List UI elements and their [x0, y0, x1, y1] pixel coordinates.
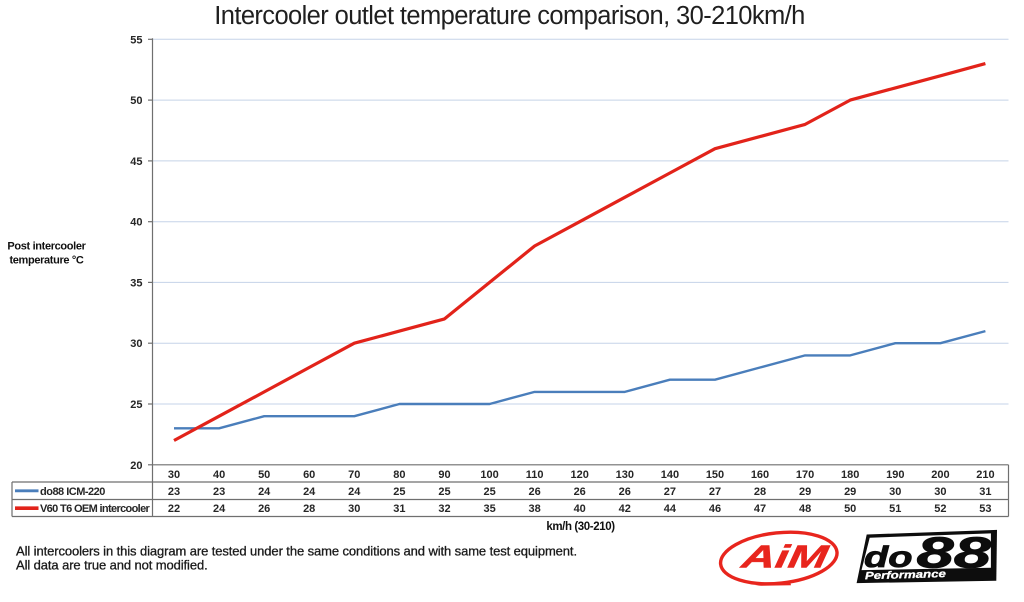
svg-text:130: 130: [616, 469, 634, 481]
svg-text:30: 30: [889, 486, 901, 498]
svg-text:32: 32: [438, 503, 450, 515]
svg-text:25: 25: [393, 486, 405, 498]
svg-text:52: 52: [934, 503, 946, 515]
svg-text:26: 26: [574, 486, 586, 498]
svg-text:26: 26: [619, 486, 631, 498]
svg-text:50: 50: [258, 469, 270, 481]
svg-text:26: 26: [528, 486, 540, 498]
svg-text:45: 45: [130, 156, 142, 168]
svg-text:AiM: AiM: [738, 539, 832, 575]
svg-text:100: 100: [480, 469, 498, 481]
svg-text:29: 29: [799, 486, 811, 498]
svg-text:24: 24: [303, 486, 316, 498]
svg-text:km/h (30-210): km/h (30-210): [546, 521, 615, 533]
svg-text:38: 38: [528, 503, 540, 515]
svg-text:Post intercooler: Post intercooler: [7, 241, 86, 253]
svg-text:31: 31: [979, 486, 991, 498]
svg-text:35: 35: [130, 277, 142, 289]
svg-text:51: 51: [889, 503, 901, 515]
svg-text:190: 190: [886, 469, 904, 481]
svg-text:28: 28: [754, 486, 766, 498]
svg-text:24: 24: [348, 486, 361, 498]
svg-text:170: 170: [796, 469, 814, 481]
svg-text:29: 29: [844, 486, 856, 498]
svg-text:42: 42: [619, 503, 631, 515]
svg-text:110: 110: [526, 469, 544, 481]
svg-text:160: 160: [751, 469, 769, 481]
svg-text:55: 55: [130, 34, 142, 46]
svg-text:23: 23: [168, 486, 180, 498]
svg-text:Intercooler outlet temperature: Intercooler outlet temperature compariso…: [214, 2, 804, 30]
svg-text:All data are true and not modi: All data are true and not modified.: [16, 558, 208, 573]
svg-text:30: 30: [168, 469, 180, 481]
svg-text:120: 120: [571, 469, 589, 481]
svg-text:80: 80: [393, 469, 405, 481]
svg-text:40: 40: [130, 217, 142, 229]
svg-text:20: 20: [130, 460, 142, 472]
svg-text:88: 88: [917, 529, 992, 578]
svg-text:70: 70: [348, 469, 360, 481]
svg-text:200: 200: [931, 469, 949, 481]
svg-text:180: 180: [841, 469, 859, 481]
svg-text:27: 27: [709, 486, 721, 498]
svg-text:46: 46: [709, 503, 721, 515]
svg-text:44: 44: [664, 503, 677, 515]
svg-text:30: 30: [348, 503, 360, 515]
svg-text:25: 25: [438, 486, 450, 498]
svg-text:25: 25: [483, 486, 495, 498]
svg-text:24: 24: [213, 503, 226, 515]
svg-text:150: 150: [706, 469, 724, 481]
svg-text:210: 210: [976, 469, 994, 481]
svg-text:47: 47: [754, 503, 766, 515]
svg-text:do: do: [864, 541, 913, 574]
svg-text:27: 27: [664, 486, 676, 498]
svg-text:22: 22: [168, 503, 180, 515]
svg-text:30: 30: [130, 338, 142, 350]
svg-text:48: 48: [799, 503, 811, 515]
svg-text:28: 28: [303, 503, 315, 515]
svg-text:24: 24: [258, 486, 271, 498]
svg-text:140: 140: [661, 469, 679, 481]
svg-text:Performance: Performance: [865, 568, 946, 582]
svg-text:53: 53: [979, 503, 991, 515]
svg-text:All intercoolers in this diagr: All intercoolers in this diagram are tes…: [16, 544, 577, 559]
svg-text:90: 90: [438, 469, 450, 481]
svg-text:25: 25: [130, 399, 142, 411]
svg-text:40: 40: [213, 469, 225, 481]
svg-text:50: 50: [844, 503, 856, 515]
svg-text:V60 T6 OEM intercooler: V60 T6 OEM intercooler: [40, 503, 151, 515]
svg-text:50: 50: [130, 95, 142, 107]
svg-text:temperature °C: temperature °C: [9, 255, 83, 267]
svg-text:40: 40: [574, 503, 586, 515]
svg-text:31: 31: [393, 503, 405, 515]
svg-text:do88 ICM-220: do88 ICM-220: [40, 486, 105, 498]
svg-text:26: 26: [258, 503, 270, 515]
svg-text:30: 30: [934, 486, 946, 498]
svg-text:35: 35: [483, 503, 495, 515]
svg-text:60: 60: [303, 469, 315, 481]
svg-text:23: 23: [213, 486, 225, 498]
